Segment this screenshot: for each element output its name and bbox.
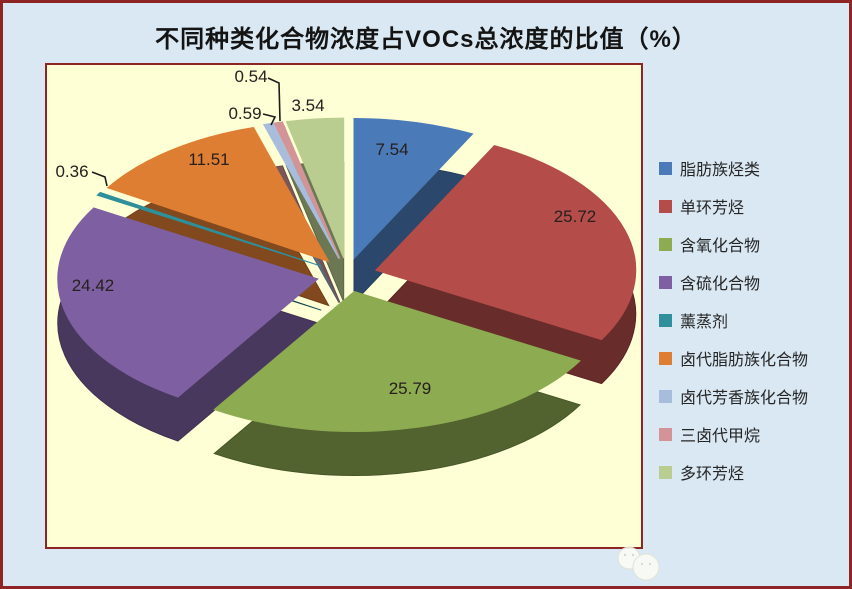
plot-area: 7.54 25.72 25.79 24.42 0.36 11.51 0.59 0.54 3.54 [45, 63, 643, 549]
legend-item-3: 含硫化合物 [659, 272, 808, 293]
slice-value-label: 3.54 [291, 96, 324, 115]
pie-slice-top-5 [106, 126, 330, 263]
slice-value-label: 0.54 [234, 67, 267, 86]
legend-item-6: 卤代芳香族化合物 [659, 386, 809, 407]
leader-line-6 [262, 113, 277, 126]
legend-label: 含硫化合物 [680, 276, 761, 293]
legend-swatch-icon [659, 161, 672, 175]
legend-label: 薰蒸剂 [680, 314, 729, 331]
legend-item-8: 多环芳烃 [659, 462, 808, 483]
leader-line-4 [91, 171, 108, 187]
legend-label: 含氧化合物 [680, 238, 761, 255]
leader-line-7 [267, 77, 281, 122]
slice-value-label: 11.51 [188, 150, 229, 169]
legend-label: 卤代芳香族化合物 [680, 390, 809, 407]
legend-swatch-icon [659, 275, 672, 289]
legend-swatch-icon [659, 351, 672, 365]
legend-swatch-icon [659, 237, 672, 251]
legend-label: 单环芳烃 [680, 200, 745, 217]
slice-value-label: 0.59 [228, 104, 261, 123]
legend-swatch-icon [659, 427, 672, 441]
pie-slice-top-4 [96, 191, 322, 267]
chart-title: 不同种类化合物浓度占VOCs总浓度的比值（%） [155, 26, 697, 53]
legend-item-0: 脂肪族烃类 [659, 158, 808, 179]
legend-item-7: 三卤代甲烷 [659, 424, 808, 445]
pie-slice-top-6 [262, 122, 340, 259]
legend-swatch-icon [659, 389, 672, 403]
legend-label: 多环芳烃 [680, 466, 745, 483]
pie-slice-top-3 [57, 207, 319, 398]
legend-swatch-icon [659, 199, 672, 213]
legend-label: 脂肪族烃类 [680, 162, 761, 179]
slice-value-label: 0.36 [55, 162, 88, 181]
legend: 脂肪族烃类单环芳烃含氧化合物含硫化合物薰蒸剂卤代脂肪族化合物 卤代芳香族化合物 三卤… [659, 158, 809, 483]
watermark-mascot-icon [617, 546, 660, 581]
legend-item-4: 薰蒸剂 [659, 310, 808, 331]
slice-value-label: 7.54 [375, 140, 408, 159]
pie-slice-top-7 [273, 121, 341, 259]
legend-swatch-icon [659, 313, 672, 327]
legend-item-1: 单环芳烃 [659, 196, 808, 217]
slice-value-label: 25.79 [389, 379, 432, 398]
legend-item-5: 卤代脂肪族化合物 [659, 348, 809, 369]
slice-value-label: 25.72 [554, 207, 597, 226]
legend-label: 三卤代甲烷 [680, 428, 761, 445]
legend-swatch-icon [659, 465, 672, 479]
slice-value-label: 24.42 [72, 276, 115, 295]
legend-label: 卤代脂肪族化合物 [680, 352, 809, 369]
pie-slice-top-0 [353, 117, 474, 260]
pie-slice-top-2 [213, 290, 581, 432]
legend-item-2: 含氧化合物 [659, 234, 808, 255]
pie-chart: 7.54 25.72 25.79 24.42 0.36 11.51 0.59 0.54 3.54 [55, 67, 637, 476]
pie-slice-top-8 [285, 117, 345, 259]
pie-slice-top-1 [374, 145, 637, 341]
